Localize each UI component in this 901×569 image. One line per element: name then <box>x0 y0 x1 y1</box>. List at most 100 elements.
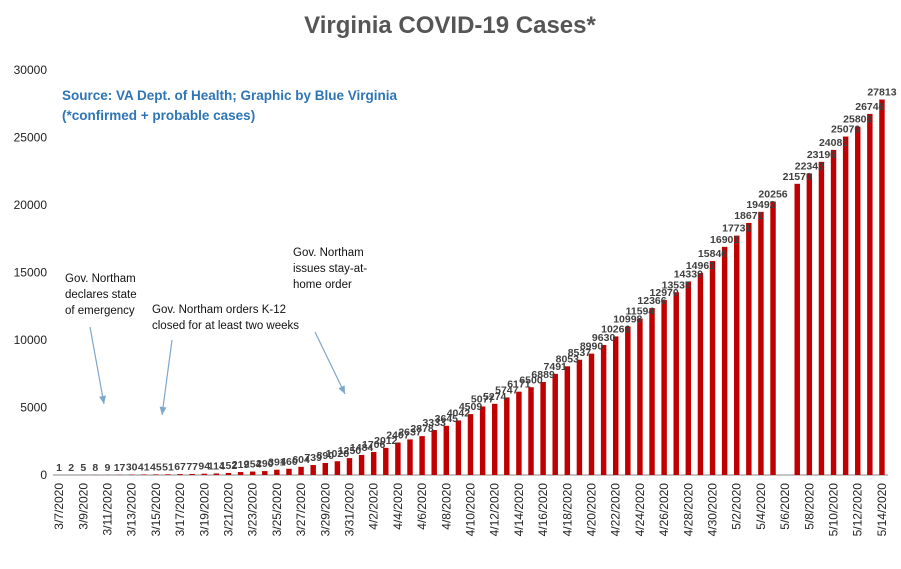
bar-3/23/2020 <box>249 471 256 475</box>
data-label: 6889 <box>531 369 555 381</box>
data-label: 17731 <box>722 223 751 235</box>
data-label: 77 <box>186 461 198 473</box>
x-tick-label: 3/23/2020 <box>246 483 260 537</box>
bar-4/12/2020 <box>491 403 498 475</box>
bar-3/29/2020 <box>322 462 329 475</box>
annotation-2: Gov. Northam orders K-12 closed for at le… <box>152 304 299 416</box>
bar-4/19/2020 <box>576 359 583 475</box>
y-tick-label: 5000 <box>20 401 47 415</box>
data-label: 1484 <box>350 442 374 454</box>
annotation-text: closed for at least two weeks <box>152 320 299 332</box>
data-label: 1 <box>56 462 62 474</box>
bar-3/21/2020 <box>225 472 232 475</box>
bar-series <box>56 99 885 475</box>
data-label: 739 <box>304 452 322 464</box>
data-label: 254 <box>244 459 262 471</box>
data-label: 3645 <box>435 413 459 425</box>
data-label: 8990 <box>580 341 604 353</box>
data-label: 11594 <box>626 305 655 317</box>
bar-3/19/2020 <box>201 473 207 475</box>
data-label: 25800 <box>843 114 872 126</box>
bar-4/2/2020 <box>370 451 377 475</box>
arrow-head-icon <box>159 406 167 415</box>
data-label: 41 <box>138 461 150 473</box>
data-label: 7491 <box>544 361 568 373</box>
x-tick-label: 3/11/2020 <box>100 483 114 536</box>
x-tick-label: 4/6/2020 <box>415 483 429 530</box>
y-tick-label: 10000 <box>14 333 48 347</box>
x-tick-label: 4/18/2020 <box>560 483 574 537</box>
data-label: 10998 <box>613 314 642 326</box>
data-label: 9 <box>105 462 111 474</box>
bar-4/1/2020 <box>358 454 365 475</box>
y-tick-label: 15000 <box>14 266 48 280</box>
data-label: 16901 <box>710 234 739 246</box>
data-label: 3333 <box>423 417 447 429</box>
bar-3/18/2020 <box>189 473 195 475</box>
x-tick-label: 4/10/2020 <box>464 483 478 537</box>
bar-4/15/2020 <box>528 387 534 475</box>
annotation-3: Gov. Northam issues stay-at-home order <box>293 247 367 395</box>
data-label: 6171 <box>507 379 531 391</box>
data-label: 2637 <box>398 426 422 438</box>
data-label: 10266 <box>601 323 630 335</box>
data-label: 5 <box>80 462 86 474</box>
data-label: 22342 <box>795 160 824 172</box>
data-label: 25070 <box>831 124 860 136</box>
x-axis: 3/7/2020 3/9/2020 3/11/2020 3/13/2020 3/15/2… <box>52 474 889 537</box>
bar-5/3/2020 <box>746 222 752 475</box>
data-label: 2407 <box>386 430 410 442</box>
data-label: 114 <box>208 460 225 472</box>
bar-4/18/2020 <box>564 366 571 475</box>
bar-4/6/2020 <box>419 436 425 475</box>
data-label: 2 <box>68 462 74 474</box>
x-tick-label: 4/2/2020 <box>367 483 381 530</box>
data-label: 8 <box>92 462 98 474</box>
bar-5/7/2020 <box>794 183 800 475</box>
annotation-arrow <box>89 326 105 405</box>
y-tick-label: 30000 <box>14 63 48 77</box>
annotation-text: home order <box>293 279 352 291</box>
x-tick-label: 5/4/2020 <box>754 483 768 530</box>
data-label: 1020 <box>326 448 350 460</box>
x-tick-label: 5/8/2020 <box>802 483 816 530</box>
bar-5/13/2020 <box>867 113 873 475</box>
x-tick-label: 5/12/2020 <box>851 483 865 537</box>
data-label: 460 <box>280 456 298 468</box>
bar-5/8/2020 <box>806 173 813 475</box>
annotation-text: declares state <box>65 289 137 301</box>
annotation-1: Gov. Northam declares state of emergency <box>65 273 137 405</box>
note-text: (*confirmed + probable cases) <box>62 108 255 123</box>
x-tick-label: 3/17/2020 <box>173 483 187 537</box>
x-tick-label: 3/31/2020 <box>342 483 356 537</box>
data-label: 20256 <box>758 189 787 201</box>
data-label: 12970 <box>650 287 679 299</box>
bar-3/24/2020 <box>262 471 268 475</box>
x-tick-label: 5/6/2020 <box>778 483 792 530</box>
x-tick-label: 4/14/2020 <box>512 483 526 537</box>
bar-3/14/2020 <box>141 474 147 475</box>
data-label: 1250 <box>338 445 362 457</box>
x-tick-label: 4/22/2020 <box>609 483 623 537</box>
bar-4/21/2020 <box>600 344 607 475</box>
data-label: 45 <box>150 461 162 473</box>
bar-4/3/2020 <box>383 447 389 475</box>
bar-4/13/2020 <box>504 397 510 475</box>
data-label: 17 <box>114 462 126 474</box>
arrow-head-icon <box>338 385 345 394</box>
bar-3/15/2020 <box>153 474 159 475</box>
data-label: 219 <box>232 459 250 471</box>
x-tick-label: 4/30/2020 <box>706 483 720 537</box>
y-axis: 0 5000 10000 15000 20000 25000 30000 <box>14 63 48 482</box>
x-tick-label: 3/13/2020 <box>125 483 139 537</box>
x-tick-label: 4/26/2020 <box>657 483 671 537</box>
bar-4/26/2020 <box>661 299 667 475</box>
x-tick-label: 3/15/2020 <box>149 483 163 537</box>
bar-4/27/2020 <box>673 292 679 475</box>
data-label: 5747 <box>495 384 519 396</box>
data-label: 26746 <box>855 101 884 113</box>
chart-title: Virginia COVID-19 Cases* <box>304 12 596 39</box>
bar-4/8/2020 <box>443 425 450 475</box>
